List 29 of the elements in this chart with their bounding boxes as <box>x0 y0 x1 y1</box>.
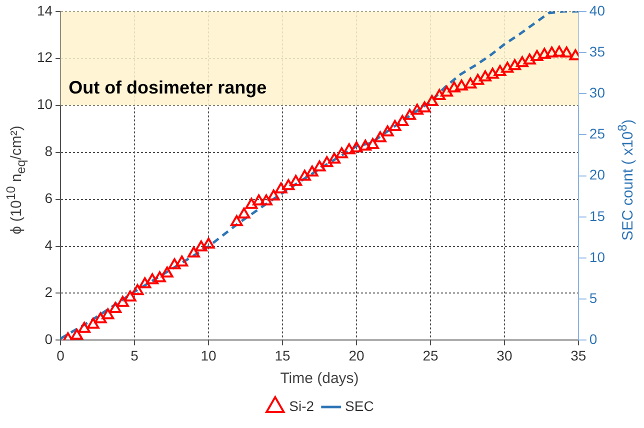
y-tick-label: 8 <box>44 143 53 160</box>
y2-tick-label: 30 <box>589 84 606 100</box>
y2-tick-label: 20 <box>589 166 606 183</box>
x-tick-label: 5 <box>130 347 139 364</box>
legend-label: Si-2 <box>289 398 314 414</box>
x-axis-title: Time (days) <box>280 370 359 388</box>
y-tick-label: 4 <box>44 237 53 254</box>
y2-tick-label: 15 <box>589 208 606 224</box>
x-tick-label: 10 <box>200 347 217 364</box>
y-tick-label: 14 <box>36 2 53 18</box>
y-tick-label: 12 <box>36 49 53 66</box>
x-tick-label: 15 <box>274 347 291 364</box>
y2-tick-label: 0 <box>589 331 598 348</box>
y2-tick-label: 10 <box>589 248 606 265</box>
y-tick-label: 6 <box>44 190 53 206</box>
y-tick-label: 0 <box>44 331 53 348</box>
x-tick-label: 20 <box>348 347 364 364</box>
x-tick-label: 25 <box>422 347 438 364</box>
x-tick-label: 0 <box>56 347 65 364</box>
x-tick-label: 30 <box>496 347 512 364</box>
y-tick-label: 2 <box>44 284 53 300</box>
y2-tick-label: 35 <box>589 43 606 60</box>
legend-label: SEC <box>345 398 374 414</box>
y2-tick-label: 5 <box>589 290 598 306</box>
x-tick-label: 35 <box>570 347 586 364</box>
y2-tick-label: 40 <box>589 2 606 18</box>
y-tick-label: 10 <box>36 96 53 112</box>
y2-tick-label: 25 <box>589 126 606 142</box>
band-label: Out of dosimeter range <box>68 77 267 98</box>
